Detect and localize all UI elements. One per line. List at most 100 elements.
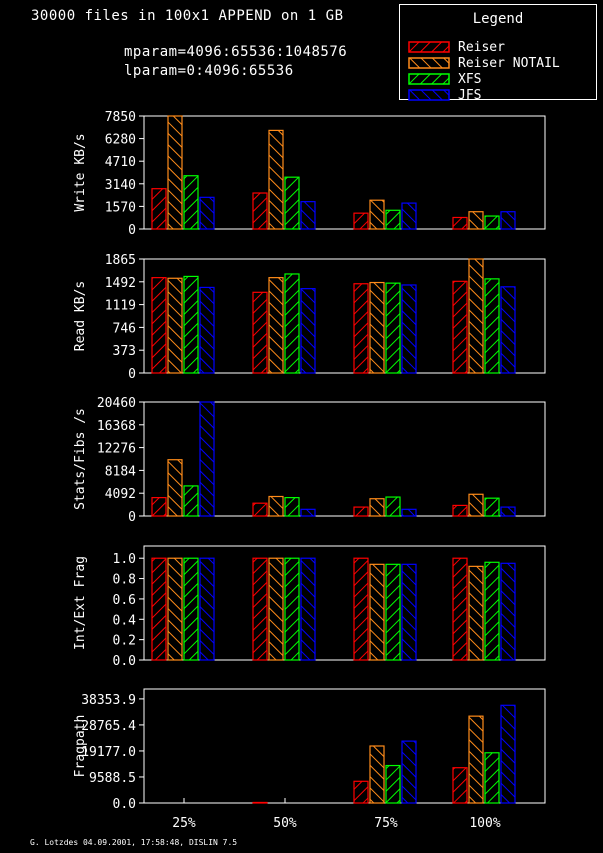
bar-xfs-3 [484,215,500,230]
x-tick-label: 100% [469,816,500,831]
bar-reiser-1 [252,801,268,804]
x-tick-label: 50% [273,816,297,831]
bar-xfs-0 [183,175,199,230]
bar-reiser-notail-2 [369,199,385,230]
bar-xfs-1 [284,557,300,661]
bar-xfs-2 [385,764,401,804]
bar-jfs-1 [300,288,316,374]
y-axis-label: Write KB/s [73,133,88,211]
y-tick-label: 8184 [105,464,136,479]
y-tick-label: 4710 [105,155,136,170]
y-tick-label: 0 [128,510,136,525]
bar-jfs-0 [199,286,215,374]
y-axis-label: Int/Ext Frag [73,556,88,650]
bar-reiser-notail-3 [468,715,484,804]
x-tick-label: 25% [172,816,196,831]
bar-reiser-notail-3 [468,258,484,374]
legend-label-reiser-notail: Reiser NOTAIL [458,55,560,71]
legend-item-reiser: Reiser [408,39,505,55]
y-tick-label: 4092 [105,487,136,502]
bar-jfs-2 [401,563,417,661]
bar-reiser-1 [252,192,268,230]
bar-xfs-2 [385,496,401,517]
bar-reiser-notail-1 [268,495,284,517]
bar-xfs-3 [484,497,500,517]
y-tick-label: 0.0 [113,654,136,669]
bar-jfs-2 [401,284,417,374]
y-tick-label: 9588.5 [89,771,136,786]
bar-jfs-3 [500,506,516,517]
bar-reiser-3 [452,280,468,374]
bar-jfs-1 [300,201,316,230]
bar-reiser-2 [353,780,369,804]
bar-reiser-2 [353,283,369,374]
mparam-text: mparam=4096:65536:1048576 [124,44,348,60]
lparam-text: lparam=0:4096:65536 [124,63,294,79]
bar-jfs-3 [500,704,516,804]
plot-frame [143,115,546,230]
bar-reiser-0 [151,277,167,374]
y-tick-label: 20460 [97,396,136,411]
y-tick-label: 1492 [105,276,136,291]
plot-frame [143,401,546,517]
legend-swatch-reiser-notail [408,57,450,69]
bar-xfs-1 [284,497,300,517]
bar-reiser-notail-1 [268,557,284,661]
bar-jfs-0 [199,401,215,517]
credit-line: G. Lotzdes 04.09.2001, 17:58:48, DISLIN … [30,838,238,847]
panel-3: 0.0 0.2 0.4 0.6 0.8 1.0 Int/Ext Frag [73,545,546,669]
bar-reiser-3 [452,767,468,804]
bar-reiser-0 [151,497,167,517]
y-tick-label: 3140 [105,178,136,193]
panel-2: 0 4092 8184 12276 16368 20460 Stats/Fibs /s [73,396,546,525]
legend-label-reiser: Reiser [458,39,505,55]
plot-frame [143,545,546,661]
y-tick-label: 16368 [97,419,136,434]
bar-reiser-2 [353,212,369,230]
bar-jfs-0 [199,557,215,661]
y-tick-label: 0.2 [113,634,136,649]
bar-reiser-notail-2 [369,563,385,661]
bar-jfs-2 [401,740,417,804]
y-tick-label: 7850 [105,110,136,125]
y-axis-label: Fragpath [73,715,88,778]
y-tick-label: 1570 [105,200,136,215]
y-tick-label: 0.8 [113,573,136,588]
bar-jfs-1 [300,557,316,661]
y-tick-label: 6280 [105,133,136,148]
bar-reiser-notail-2 [369,745,385,804]
bar-reiser-1 [252,291,268,374]
bar-jfs-2 [401,508,417,517]
x-tick-label: 75% [374,816,398,831]
bar-reiser-3 [452,557,468,661]
plot-frame [143,688,546,804]
bar-reiser-notail-1 [268,129,284,230]
bar-xfs-2 [385,563,401,661]
y-tick-label: 0 [128,367,136,382]
legend-item-xfs: XFS [408,71,481,87]
legend: Legend Reiser Reiser NOTAIL XFS JFS [399,4,597,103]
panel-4: 0.0 9588.5 19177.0 28765.4 38353.9 Fragpath 25… [73,688,546,831]
y-tick-label: 28765.4 [81,719,136,734]
bar-reiser-notail-2 [369,281,385,374]
y-tick-label: 0.6 [113,593,136,608]
legend-title: Legend [472,11,524,27]
y-tick-label: 0.4 [113,613,137,628]
bar-reiser-notail-0 [167,115,183,230]
bar-jfs-3 [500,562,516,661]
bar-reiser-notail-0 [167,277,183,374]
y-axis-label: Read KB/s [73,281,88,351]
y-tick-label: 19177.0 [81,745,136,760]
bar-xfs-3 [484,752,500,804]
bar-reiser-3 [452,216,468,230]
bar-xfs-0 [183,275,199,374]
legend-swatch-jfs [408,89,450,101]
bar-xfs-3 [484,561,500,661]
chart-title: 30000 files in 100x1 APPEND on 1 GB [31,8,344,24]
bar-reiser-0 [151,557,167,661]
plot-frame [143,258,546,374]
bar-reiser-notail-0 [167,459,183,517]
bar-reiser-3 [452,504,468,517]
bar-reiser-notail-2 [369,498,385,517]
bar-jfs-0 [199,196,215,230]
